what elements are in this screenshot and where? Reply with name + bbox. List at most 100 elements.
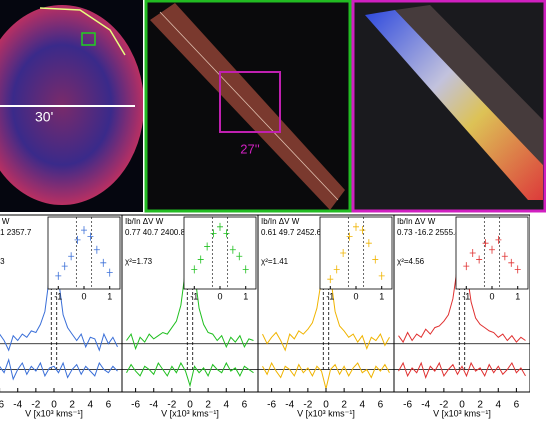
inset-point xyxy=(333,265,340,274)
header-values: 0.73 -16.2 2555.4 xyxy=(397,228,460,237)
inset-point xyxy=(476,255,483,264)
inset-point xyxy=(74,235,81,244)
header-values: 0.61 49.7 2452.6 xyxy=(261,228,322,237)
x-axis-label: V [x10³ kms⁻¹] xyxy=(161,408,219,418)
inset-tick-label: 0 xyxy=(489,291,494,301)
inset-tick-label: 0 xyxy=(353,291,358,301)
inset-point xyxy=(204,242,211,251)
x-tick-label: 2 xyxy=(205,400,211,411)
header-labels: Ib/In ΔV W xyxy=(397,217,436,226)
inset-tick-label: -1 xyxy=(54,291,62,301)
inset-point xyxy=(372,255,379,264)
spectra: -6 -4 -2 0 2 4 6 V [x10³ kms⁻¹] ΔV W 29.1 2357.7 1… xyxy=(0,214,530,418)
spectrum-panel: -6 -4 -2 0 2 4 6 V [x10³ kms⁻¹] Ib/In ΔV W 0.61 4… xyxy=(258,214,394,418)
x-tick-label: -6 xyxy=(131,400,140,411)
spectrum-panel: -6 -4 -2 0 2 4 6 V [x10³ kms⁻¹] ΔV W 29.1 2357.7 1… xyxy=(0,214,122,418)
x-tick-label: -4 xyxy=(421,400,430,411)
inset-point xyxy=(100,258,107,267)
x-tick-label: -2 xyxy=(31,400,40,411)
inset-point xyxy=(501,252,508,261)
x-tick-label: -6 xyxy=(403,400,412,411)
x-tick-label: 0 xyxy=(459,400,465,411)
inset-point xyxy=(229,245,236,254)
inset-point xyxy=(489,245,495,254)
inset-point xyxy=(359,226,366,235)
x-tick-label: -2 xyxy=(439,400,448,411)
inset-tick-label: 1 xyxy=(243,291,248,301)
inset-tick-label: 1 xyxy=(107,291,112,301)
inset-tick-label: 0 xyxy=(217,291,222,301)
inset-point xyxy=(223,229,230,238)
x-tick-label: 4 xyxy=(223,400,229,411)
inset-point xyxy=(353,222,359,231)
x-tick-label: 4 xyxy=(87,400,93,411)
x-axis-label: V [x10³ kms⁻¹] xyxy=(433,408,491,418)
x-tick-label: 2 xyxy=(477,400,483,411)
header-values: 0.77 40.7 2400.8 xyxy=(125,228,186,237)
x-tick-label: 2 xyxy=(69,400,75,411)
x-tick-label: 6 xyxy=(514,400,520,411)
inset-point xyxy=(197,255,204,264)
inset-point xyxy=(236,252,243,261)
inset-point xyxy=(514,265,521,274)
x-tick-label: -2 xyxy=(167,400,176,411)
spectrum-panel: -6 -4 -2 0 2 4 6 V [x10³ kms⁻¹] Ib/In ΔV W 0.73 -… xyxy=(394,214,530,418)
inset-point xyxy=(340,249,347,257)
inset-point xyxy=(365,239,372,248)
x-tick-label: -4 xyxy=(149,400,158,411)
inset-tick-label: -1 xyxy=(462,291,470,301)
inset-point xyxy=(87,232,94,241)
spectrum-line xyxy=(126,361,254,388)
x-axis-label: V [x10³ kms⁻¹] xyxy=(297,408,355,418)
inset-point xyxy=(482,239,489,248)
inset-point xyxy=(346,232,353,241)
chi-square: χ²=4.56 xyxy=(397,257,425,266)
inset-point xyxy=(93,245,100,254)
x-tick-label: 6 xyxy=(242,400,248,411)
inset-point xyxy=(495,235,502,244)
inset-tick-label: 0 xyxy=(81,291,86,301)
x-tick-label: -4 xyxy=(13,400,22,411)
inset-point xyxy=(61,262,68,271)
x-tick-label: 0 xyxy=(187,400,193,411)
header-values: 29.1 2357.7 xyxy=(0,228,32,237)
spectrum-line xyxy=(262,361,390,389)
x-tick-label: -4 xyxy=(285,400,294,411)
inset-point xyxy=(242,265,249,274)
scale-label: 27'' xyxy=(240,141,259,156)
inset-point xyxy=(191,265,198,274)
inset-tick-label: 1 xyxy=(379,291,384,301)
chi-square: χ²=1.41 xyxy=(261,257,289,266)
x-tick-label: -2 xyxy=(303,400,312,411)
middle-image: 27'' xyxy=(144,0,352,213)
x-tick-label: 6 xyxy=(378,400,384,411)
x-tick-label: 2 xyxy=(341,400,347,411)
spectrum-line xyxy=(398,361,526,379)
inset-point xyxy=(81,226,87,235)
x-tick-label: 0 xyxy=(51,400,57,411)
inset-point xyxy=(68,252,75,261)
spectrum-line xyxy=(0,358,118,381)
inset-tick-label: -1 xyxy=(326,291,334,301)
inset-point xyxy=(210,229,217,238)
left-image: 30' xyxy=(0,0,143,212)
inset-tick-label: -1 xyxy=(190,291,198,301)
x-tick-label: 4 xyxy=(359,400,365,411)
x-tick-label: -6 xyxy=(0,400,4,411)
x-tick-label: -6 xyxy=(267,400,276,411)
header-labels: ΔV W xyxy=(0,217,10,226)
inset-point xyxy=(327,275,334,284)
inset-point xyxy=(55,271,62,280)
header-labels: Ib/In ΔV W xyxy=(125,217,164,226)
inset-point xyxy=(217,222,223,231)
chi-square: 1.43 xyxy=(0,257,5,266)
header-labels: Ib/In ΔV W xyxy=(261,217,300,226)
inset-point xyxy=(378,271,385,280)
spectrum-panel: -6 -4 -2 0 2 4 6 V [x10³ kms⁻¹] Ib/In ΔV W 0.77 4… xyxy=(122,214,258,418)
inset-tick-label: 1 xyxy=(515,291,520,301)
scale-label: 30' xyxy=(35,109,53,125)
chi-square: χ²=1.73 xyxy=(125,257,153,266)
inset-point xyxy=(463,262,470,271)
